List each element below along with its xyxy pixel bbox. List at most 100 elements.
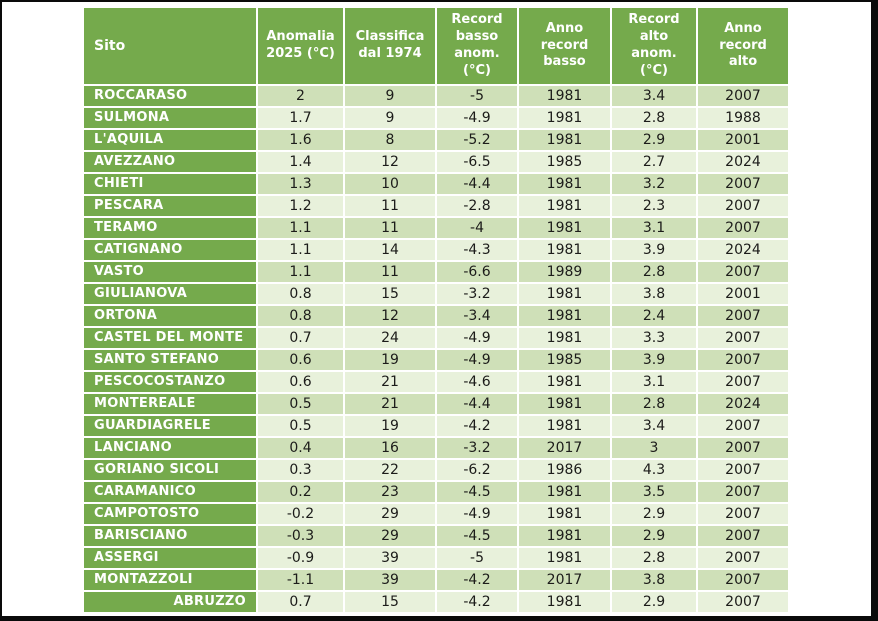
- value-cell: 1981: [519, 328, 610, 348]
- value-cell: 2007: [698, 218, 788, 238]
- site-name-cell: TERAMO: [84, 218, 256, 238]
- value-cell: 2007: [698, 526, 788, 546]
- value-cell: -2.8: [437, 196, 517, 216]
- value-cell: 2.8: [612, 394, 696, 414]
- value-cell: -6.6: [437, 262, 517, 282]
- value-cell: -4.5: [437, 526, 517, 546]
- value-cell: -6.2: [437, 460, 517, 480]
- value-cell: -4: [437, 218, 517, 238]
- value-cell: 2.7: [612, 152, 696, 172]
- column-header-classifica_dal_1974: Classifica dal 1974: [345, 8, 435, 84]
- value-cell: 1.1: [258, 218, 343, 238]
- value-cell: 24: [345, 328, 435, 348]
- value-cell: 22: [345, 460, 435, 480]
- site-name-cell: AVEZZANO: [84, 152, 256, 172]
- value-cell: 1981: [519, 504, 610, 524]
- value-cell: 1981: [519, 240, 610, 260]
- table-row: CASTEL DEL MONTE 0.7 24 -4.9 1981 3.3 2007: [84, 328, 788, 348]
- value-cell: 11: [345, 196, 435, 216]
- value-cell: 1981: [519, 218, 610, 238]
- value-cell: 2007: [698, 174, 788, 194]
- site-name-cell: MONTAZZOLI: [84, 570, 256, 590]
- value-cell: 1.1: [258, 262, 343, 282]
- value-cell: 9: [345, 108, 435, 128]
- value-cell: 1981: [519, 108, 610, 128]
- site-name-cell: ORTONA: [84, 306, 256, 326]
- table-row: GIULIANOVA 0.8 15 -3.2 1981 3.8 2001: [84, 284, 788, 304]
- table-row: SULMONA 1.7 9 -4.9 1981 2.8 1988: [84, 108, 788, 128]
- table-row: ASSERGI -0.9 39 -5 1981 2.8 2007: [84, 548, 788, 568]
- value-cell: 1981: [519, 526, 610, 546]
- value-cell: 2007: [698, 416, 788, 436]
- table-row: BARISCIANO -0.3 29 -4.5 1981 2.9 2007: [84, 526, 788, 546]
- table-row: VASTO 1.1 11 -6.6 1989 2.8 2007: [84, 262, 788, 282]
- site-name-cell: VASTO: [84, 262, 256, 282]
- value-cell: 1981: [519, 372, 610, 392]
- value-cell: -3.2: [437, 438, 517, 458]
- value-cell: 2.9: [612, 592, 696, 612]
- site-name-cell: ASSERGI: [84, 548, 256, 568]
- column-header-anno_record_basso: Anno record basso: [519, 8, 610, 84]
- table-body: ROCCARASO 2 9 -5 1981 3.4 2007 SULMONA 1.7 9 -4.9 1…: [84, 86, 788, 612]
- site-name-cell: CASTEL DEL MONTE: [84, 328, 256, 348]
- value-cell: 2017: [519, 438, 610, 458]
- value-cell: 1981: [519, 482, 610, 502]
- value-cell: 3.8: [612, 570, 696, 590]
- value-cell: 0.2: [258, 482, 343, 502]
- value-cell: 1985: [519, 350, 610, 370]
- site-name-cell: GIULIANOVA: [84, 284, 256, 304]
- table-row: LANCIANO 0.4 16 -3.2 2017 3 2007: [84, 438, 788, 458]
- value-cell: 2.9: [612, 526, 696, 546]
- value-cell: 2.8: [612, 262, 696, 282]
- table-row: PESCOCOSTANZO 0.6 21 -4.6 1981 3.1 2007: [84, 372, 788, 392]
- value-cell: 2007: [698, 460, 788, 480]
- value-cell: 12: [345, 152, 435, 172]
- value-cell: 4.3: [612, 460, 696, 480]
- value-cell: 21: [345, 372, 435, 392]
- value-cell: 0.7: [258, 328, 343, 348]
- value-cell: 2007: [698, 350, 788, 370]
- table-row: ROCCARASO 2 9 -5 1981 3.4 2007: [84, 86, 788, 106]
- table-row: TERAMO 1.1 11 -4 1981 3.1 2007: [84, 218, 788, 238]
- table-row: CHIETI 1.3 10 -4.4 1981 3.2 2007: [84, 174, 788, 194]
- column-header-anomalia_2025: Anomalia 2025 (°C): [258, 8, 343, 84]
- column-header-record_alto_anom: Record alto anom. (°C): [612, 8, 696, 84]
- value-cell: 1989: [519, 262, 610, 282]
- value-cell: 3.8: [612, 284, 696, 304]
- table-row: CARAMANICO 0.2 23 -4.5 1981 3.5 2007: [84, 482, 788, 502]
- value-cell: 1.3: [258, 174, 343, 194]
- table-row: MONTAZZOLI -1.1 39 -4.2 2017 3.8 2007: [84, 570, 788, 590]
- value-cell: 3.4: [612, 86, 696, 106]
- site-name-cell: PESCOCOSTANZO: [84, 372, 256, 392]
- value-cell: 12: [345, 306, 435, 326]
- value-cell: 11: [345, 218, 435, 238]
- value-cell: 2.9: [612, 504, 696, 524]
- value-cell: 3.1: [612, 218, 696, 238]
- value-cell: 1981: [519, 306, 610, 326]
- table-row: GORIANO SICOLI 0.3 22 -6.2 1986 4.3 2007: [84, 460, 788, 480]
- value-cell: 0.7: [258, 592, 343, 612]
- value-cell: 1981: [519, 130, 610, 150]
- value-cell: 2007: [698, 262, 788, 282]
- value-cell: 19: [345, 416, 435, 436]
- table-footer-row: ABRUZZO 0.7 15 -4.2 1981 2.9 2007: [84, 592, 788, 612]
- value-cell: 2: [258, 86, 343, 106]
- value-cell: 1981: [519, 86, 610, 106]
- value-cell: -3.4: [437, 306, 517, 326]
- value-cell: -0.3: [258, 526, 343, 546]
- value-cell: -4.9: [437, 108, 517, 128]
- value-cell: 8: [345, 130, 435, 150]
- site-name-cell: GORIANO SICOLI: [84, 460, 256, 480]
- table-row: L'AQUILA 1.6 8 -5.2 1981 2.9 2001: [84, 130, 788, 150]
- value-cell: 0.8: [258, 284, 343, 304]
- value-cell: 39: [345, 548, 435, 568]
- value-cell: 1981: [519, 548, 610, 568]
- value-cell: -0.9: [258, 548, 343, 568]
- region-total-label: ABRUZZO: [84, 592, 256, 612]
- value-cell: -4.9: [437, 504, 517, 524]
- value-cell: -4.2: [437, 570, 517, 590]
- value-cell: 2007: [698, 438, 788, 458]
- value-cell: -4.3: [437, 240, 517, 260]
- value-cell: 2.8: [612, 108, 696, 128]
- value-cell: 2.8: [612, 548, 696, 568]
